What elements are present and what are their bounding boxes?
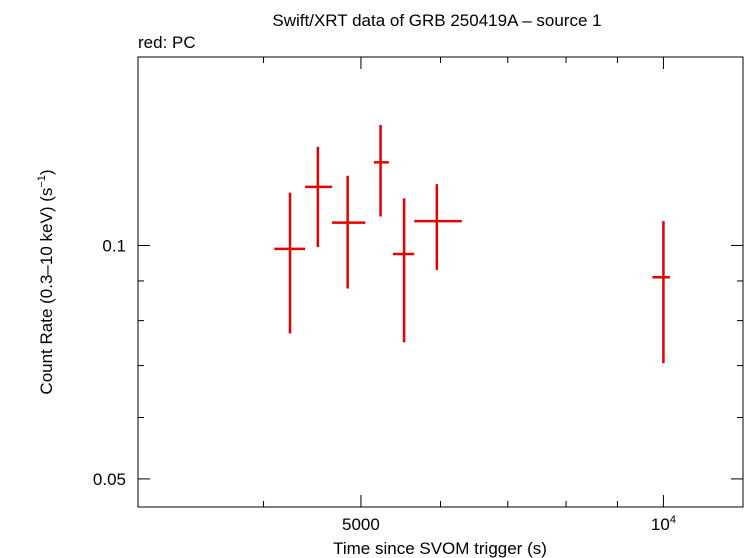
axis-ticks [137, 57, 743, 507]
data-point [274, 192, 306, 334]
y-axis-label: Count Rate (0.3–10 keV) (s−1) [36, 169, 56, 394]
chart-subtitle: red: PC [138, 33, 196, 52]
axis-tick-labels: 5000 104 0.05 0.1 [93, 236, 676, 534]
y-axis-label-exponent: −1 [36, 175, 48, 188]
data-point [373, 125, 389, 217]
data-point [414, 184, 462, 270]
y-tick-label: 0.1 [102, 236, 126, 255]
plot-frame [137, 56, 744, 508]
data-point [652, 221, 670, 364]
y-axis-label-close: ) [37, 169, 56, 175]
data-points [274, 125, 670, 364]
x-tick-label: 104 [651, 514, 676, 534]
x-axis-label: Time since SVOM trigger (s) [333, 539, 547, 558]
x-tick-label: 5000 [342, 515, 380, 534]
y-tick-label: 0.05 [93, 470, 126, 489]
data-point [332, 175, 366, 289]
data-point [305, 146, 333, 248]
chart-title: Swift/XRT data of GRB 250419A – source 1 [272, 11, 601, 30]
data-point [392, 198, 415, 343]
x-tick-label-exponent: 4 [670, 514, 676, 526]
y-axis-label-main: Count Rate (0.3–10 keV) (s [37, 188, 56, 395]
